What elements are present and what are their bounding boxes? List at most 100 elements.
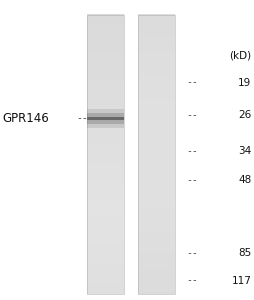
Bar — [138, 199, 175, 203]
Bar — [87, 164, 124, 168]
Bar — [138, 178, 175, 182]
Bar — [87, 234, 124, 238]
Bar — [87, 81, 124, 85]
Bar — [87, 133, 124, 137]
Bar — [138, 98, 175, 102]
Bar — [138, 241, 175, 245]
Bar — [87, 244, 124, 249]
Bar — [138, 266, 175, 270]
Bar — [138, 262, 175, 266]
Bar — [87, 136, 124, 140]
Bar — [87, 32, 124, 36]
Bar — [87, 168, 124, 172]
Bar — [87, 109, 124, 128]
Bar — [87, 70, 124, 74]
Bar — [138, 234, 175, 238]
Text: --: -- — [187, 248, 198, 259]
Bar — [138, 210, 175, 214]
Bar — [138, 154, 175, 158]
Bar — [87, 60, 124, 64]
Text: --: -- — [187, 175, 198, 185]
Bar — [87, 203, 124, 207]
Bar — [138, 88, 175, 92]
Bar — [138, 63, 175, 67]
Bar — [87, 286, 124, 290]
Bar — [138, 280, 175, 284]
Bar — [87, 122, 124, 127]
Bar — [87, 49, 124, 53]
Bar — [87, 113, 124, 124]
Bar — [87, 196, 124, 200]
Bar — [87, 140, 124, 144]
Text: --: -- — [187, 77, 198, 88]
Text: --: -- — [187, 275, 198, 286]
Bar — [87, 248, 124, 252]
Bar — [87, 14, 124, 19]
Text: --: -- — [76, 113, 88, 124]
Bar — [87, 238, 124, 242]
Bar — [87, 158, 124, 161]
Bar — [87, 88, 124, 92]
Bar — [87, 283, 124, 287]
Bar — [138, 185, 175, 189]
Bar — [138, 238, 175, 242]
Bar — [87, 290, 124, 294]
Bar — [138, 102, 175, 106]
Bar — [138, 171, 175, 176]
Bar — [87, 150, 124, 155]
Bar — [87, 39, 124, 43]
Bar — [138, 269, 175, 273]
Bar — [138, 21, 175, 26]
Bar — [138, 133, 175, 137]
Bar — [138, 203, 175, 207]
Bar — [87, 206, 124, 210]
Bar — [138, 28, 175, 32]
Bar — [138, 39, 175, 43]
Bar — [138, 251, 175, 256]
Bar — [87, 280, 124, 284]
Bar — [138, 14, 175, 19]
Bar — [87, 262, 124, 266]
Bar — [138, 136, 175, 140]
Bar — [87, 126, 124, 130]
Bar — [138, 56, 175, 60]
Bar — [138, 112, 175, 116]
Bar — [87, 276, 124, 280]
Bar — [87, 251, 124, 256]
Bar — [87, 269, 124, 273]
Bar — [87, 77, 124, 81]
Bar — [138, 53, 175, 57]
Bar — [138, 168, 175, 172]
Bar — [87, 109, 124, 112]
Bar — [138, 91, 175, 95]
Bar — [138, 196, 175, 200]
Text: --: -- — [187, 110, 198, 121]
Bar — [87, 161, 124, 165]
Bar — [87, 63, 124, 67]
Bar — [87, 42, 124, 46]
Bar — [138, 140, 175, 144]
Bar — [87, 217, 124, 221]
Bar — [138, 130, 175, 134]
Bar — [138, 192, 175, 197]
Bar — [138, 255, 175, 259]
Bar — [138, 220, 175, 224]
Text: 26: 26 — [238, 110, 251, 121]
Bar — [87, 105, 124, 109]
Bar — [87, 189, 124, 193]
Bar — [87, 175, 124, 179]
Bar — [138, 286, 175, 290]
Bar — [87, 53, 124, 57]
Bar — [138, 77, 175, 81]
Bar — [138, 276, 175, 280]
Bar — [138, 67, 175, 71]
Bar — [138, 164, 175, 168]
Bar — [138, 49, 175, 53]
Bar — [138, 70, 175, 74]
Bar — [87, 255, 124, 259]
Bar — [138, 206, 175, 210]
Bar — [138, 143, 175, 148]
Text: --: -- — [187, 146, 198, 157]
Bar — [138, 283, 175, 287]
Bar — [138, 158, 175, 161]
